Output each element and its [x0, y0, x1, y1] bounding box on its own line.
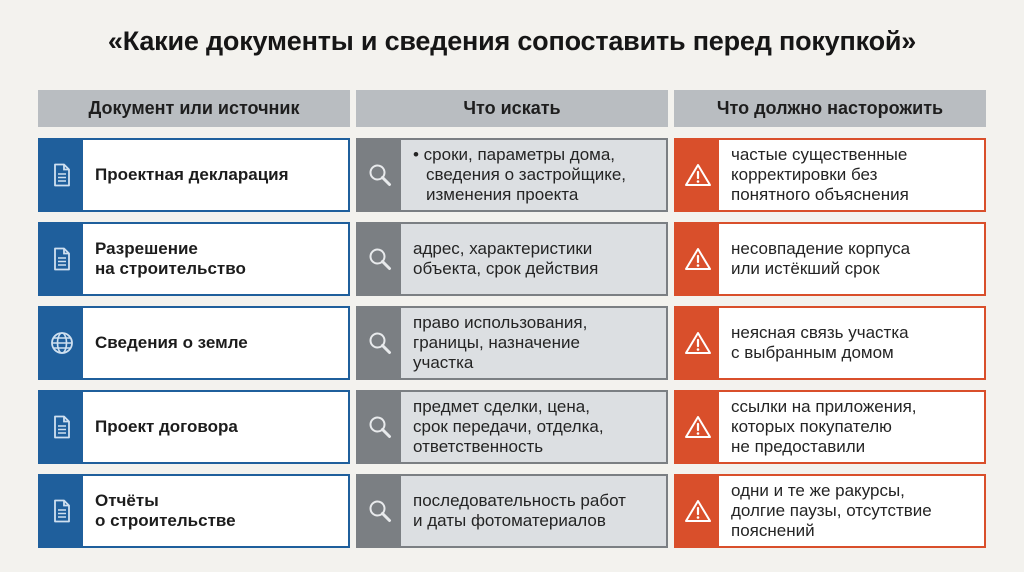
text-line: Отчёты	[95, 491, 159, 510]
document-cell-text: Проект договора	[83, 392, 348, 462]
magnifier-icon	[358, 224, 401, 294]
text-line: участка	[413, 353, 474, 372]
text-line: право использования,	[413, 313, 588, 332]
page-title: «Какие документы и сведения сопоставить …	[107, 26, 917, 56]
text-line: или истёкший срок	[731, 259, 880, 278]
warning-icon	[676, 392, 719, 462]
document-icon	[40, 224, 83, 294]
warning-cell: несовпадение корпуса или истёкший срок	[674, 222, 986, 296]
document-icon	[40, 392, 83, 462]
document-cell-text: Сведения о земле	[83, 308, 348, 378]
warning-cell-text: частые существенные корректировки без поня…	[719, 140, 984, 210]
magnifier-icon	[358, 476, 401, 546]
document-icon	[40, 476, 83, 546]
warning-icon	[676, 308, 719, 378]
text-line: на строительство	[95, 259, 246, 278]
text-line: ссылки на приложения,	[731, 397, 917, 416]
text-line: и даты фотоматериалов	[413, 511, 606, 530]
header-document: Документ или источник	[38, 90, 350, 127]
warning-cell-text: неясная связь участка с выбранным домом	[719, 308, 984, 378]
warning-cell: одни и те же ракурсы, долгие паузы, отсут…	[674, 474, 986, 548]
document-cell: Проектная декларация	[38, 138, 350, 212]
warning-icon	[676, 224, 719, 294]
look-for-cell: • сроки, параметры дома, сведения о застр…	[356, 138, 668, 212]
text-line: срок передачи, отделка,	[413, 417, 604, 436]
look-for-cell: последовательность работ и даты фотоматер…	[356, 474, 668, 548]
text-line: адрес, характеристики	[413, 239, 593, 258]
look-for-cell-text: право использования, границы, назначение у…	[401, 308, 666, 378]
text-line: пояснений	[731, 521, 815, 540]
text-line: о строительстве	[95, 511, 236, 530]
warning-cell-text: одни и те же ракурсы, долгие паузы, отсут…	[719, 476, 984, 546]
warning-cell: неясная связь участка с выбранным домом	[674, 306, 986, 380]
text-line: с выбранным домом	[731, 343, 894, 362]
look-for-cell-text: предмет сделки, цена, срок передачи, отде…	[401, 392, 666, 462]
look-for-cell-text: последовательность работ и даты фотоматер…	[401, 476, 666, 546]
text-line: объекта, срок действия	[413, 259, 599, 278]
warning-cell-text: ссылки на приложения, которых покупателю н…	[719, 392, 984, 462]
text-line: долгие паузы, отсутствие	[731, 501, 932, 520]
magnifier-icon	[358, 308, 401, 378]
warning-cell: частые существенные корректировки без поня…	[674, 138, 986, 212]
look-for-cell: предмет сделки, цена, срок передачи, отде…	[356, 390, 668, 464]
text-line: корректировки без	[731, 165, 878, 184]
look-for-cell-text: адрес, характеристики объекта, срок дейст…	[401, 224, 666, 294]
text-line: которых покупателю	[731, 417, 892, 436]
text-line: • сроки, параметры дома,	[413, 145, 616, 164]
document-cell-text: Разрешение на строительство	[83, 224, 348, 294]
document-cell: Отчёты о строительстве	[38, 474, 350, 548]
globe-icon	[40, 308, 83, 378]
header-what-to-look: Что искать	[356, 90, 668, 127]
warning-cell: ссылки на приложения, которых покупателю н…	[674, 390, 986, 464]
text-line: Проектная декларация	[95, 165, 289, 184]
header-warning-signs: Что должно насторожить	[674, 90, 986, 127]
look-for-cell: право использования, границы, назначение у…	[356, 306, 668, 380]
text-line: несовпадение корпуса	[731, 239, 911, 258]
text-line: предмет сделки, цена,	[413, 397, 590, 416]
text-line: Проект договора	[95, 417, 238, 436]
document-cell-text: Проектная декларация	[83, 140, 348, 210]
document-icon	[40, 140, 83, 210]
warning-cell-text: несовпадение корпуса или истёкший срок	[719, 224, 984, 294]
text-line: последовательность работ	[413, 491, 626, 510]
text-line: Сведения о земле	[95, 333, 248, 352]
text-line: сведения о застройщике,	[426, 165, 627, 184]
document-cell: Проект договора	[38, 390, 350, 464]
look-for-cell-text: • сроки, параметры дома, сведения о застр…	[401, 140, 666, 210]
text-line: одни и те же ракурсы,	[731, 481, 905, 500]
document-cell-text: Отчёты о строительстве	[83, 476, 348, 546]
text-line: границы, назначение	[413, 333, 580, 352]
text-line: понятного объяснения	[731, 185, 909, 204]
text-line: изменения проекта	[426, 185, 579, 204]
text-line: ответственность	[413, 437, 544, 456]
document-cell: Сведения о земле	[38, 306, 350, 380]
warning-icon	[676, 140, 719, 210]
text-line: неясная связь участка	[731, 323, 909, 342]
document-cell: Разрешение на строительство	[38, 222, 350, 296]
magnifier-icon	[358, 140, 401, 210]
text-line: частые существенные	[731, 145, 908, 164]
look-for-cell: адрес, характеристики объекта, срок дейст…	[356, 222, 668, 296]
text-line: не предоставили	[731, 437, 866, 456]
warning-icon	[676, 476, 719, 546]
magnifier-icon	[358, 392, 401, 462]
text-line: Разрешение	[95, 239, 198, 258]
